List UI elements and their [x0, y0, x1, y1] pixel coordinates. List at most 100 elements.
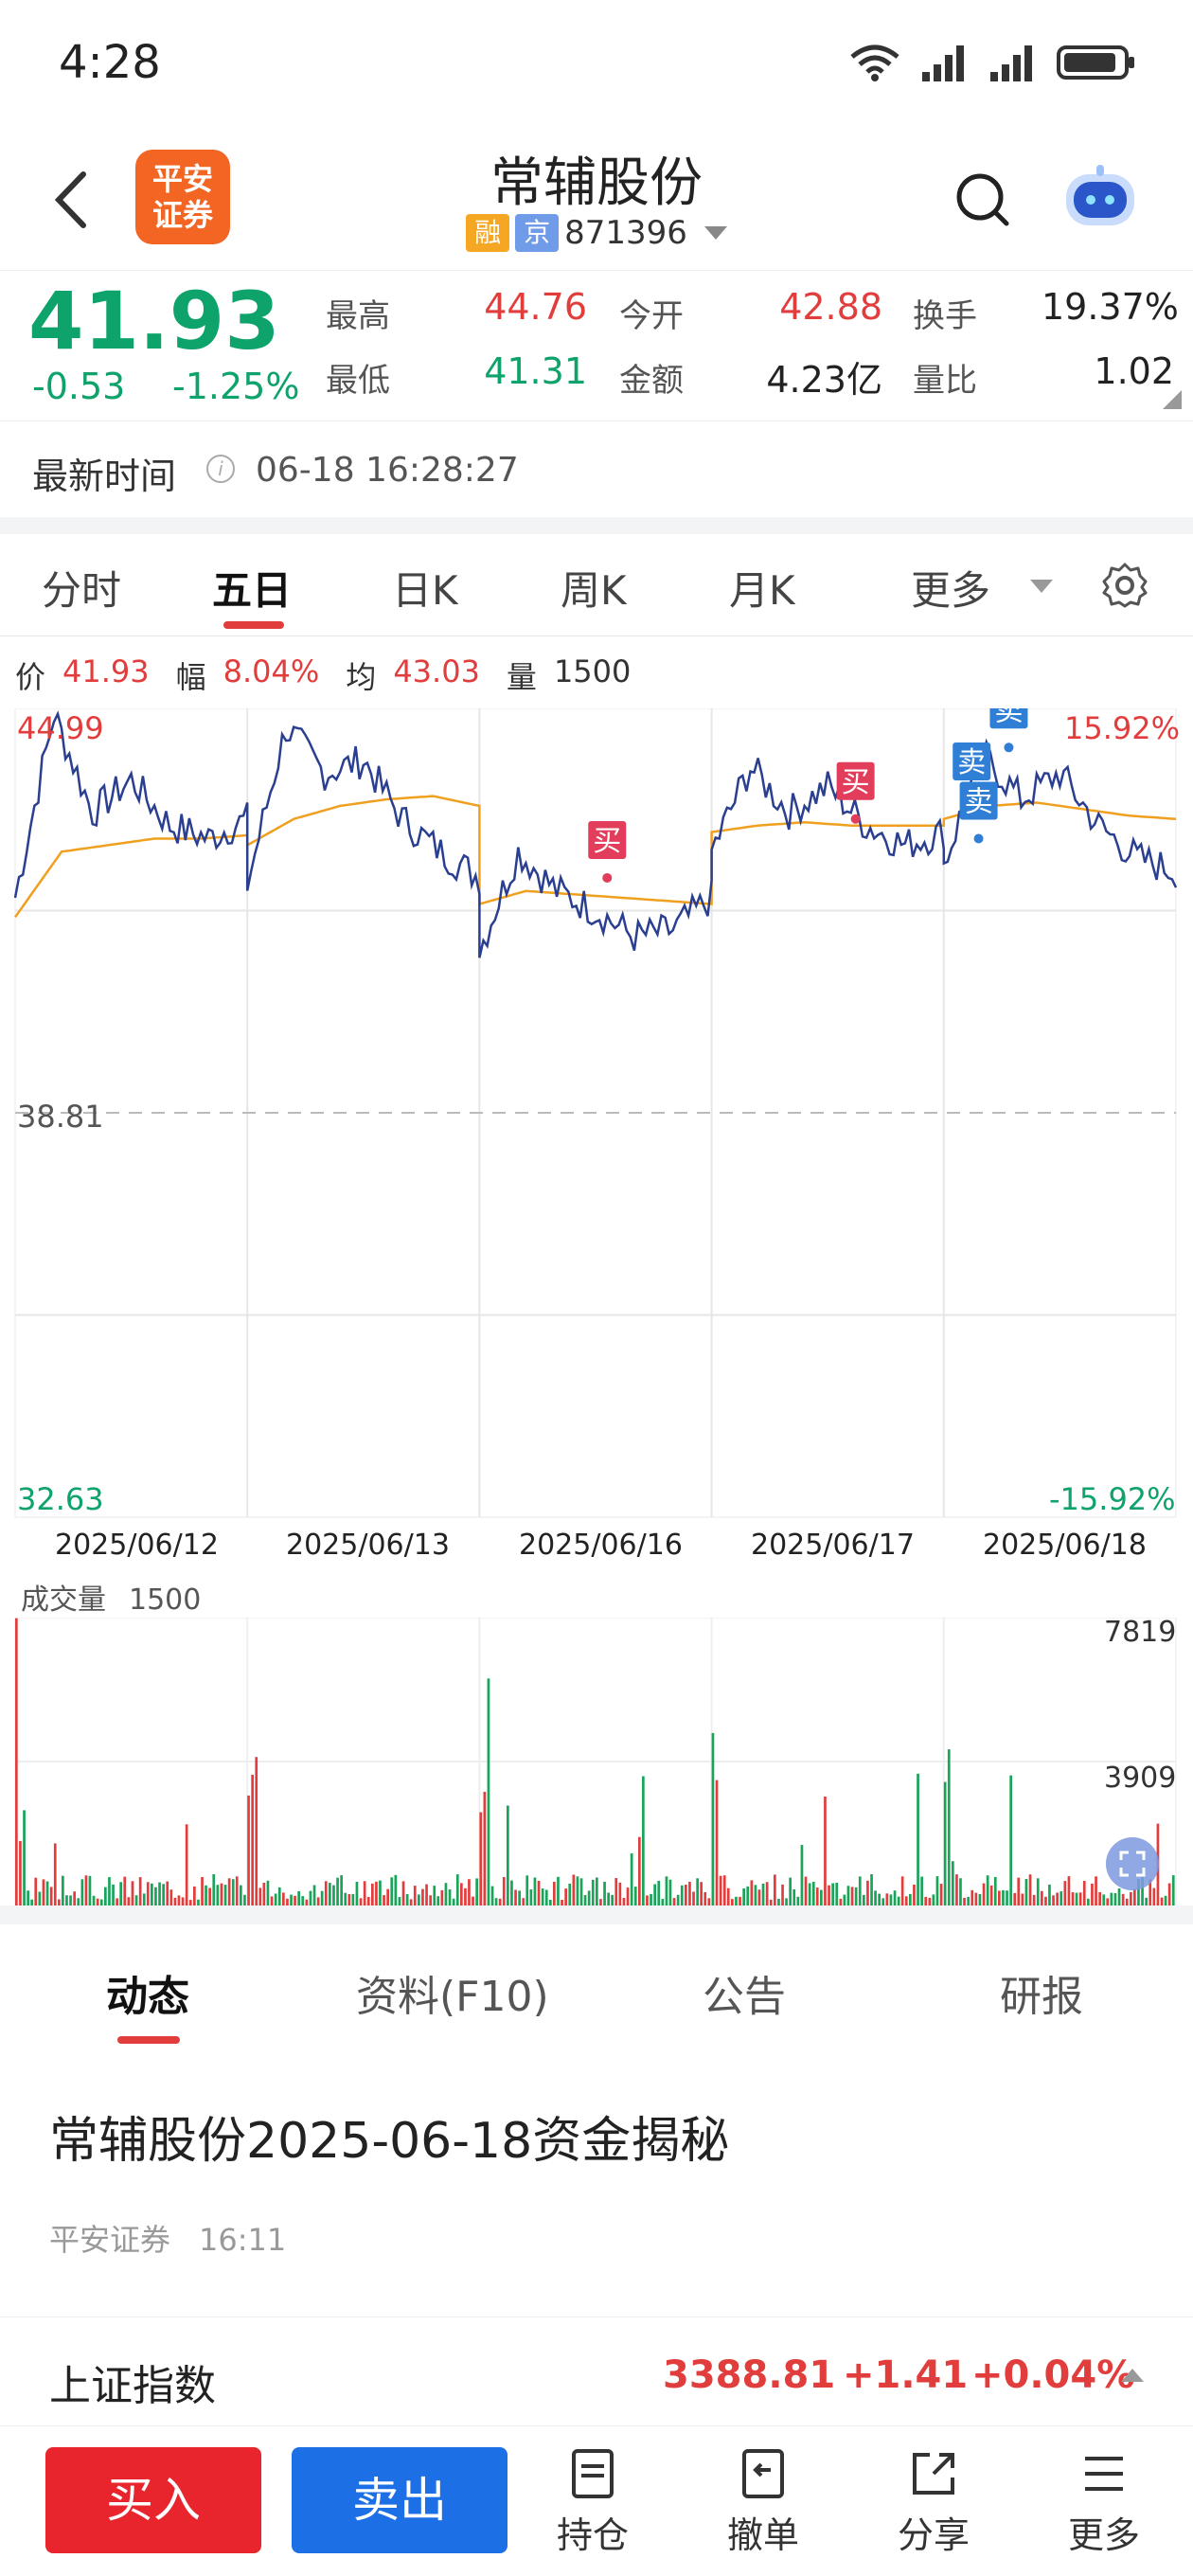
vol-ratio-label: 量比 — [913, 362, 977, 400]
volume-label: 成交量 — [21, 1583, 106, 1617]
volume-bar — [514, 1889, 517, 1905]
volume-bar — [1044, 1896, 1047, 1905]
volume-bar — [1002, 1889, 1005, 1905]
volume-bar — [900, 1876, 904, 1905]
tab-weekly-k[interactable]: 周K — [561, 567, 627, 614]
volume-bar — [870, 1874, 873, 1905]
sell-button[interactable]: 卖出 — [292, 2447, 507, 2553]
ai-assistant-icon[interactable] — [1059, 161, 1142, 233]
volume-bar — [262, 1883, 266, 1905]
volume-bar — [487, 1678, 490, 1905]
volume-bar — [676, 1894, 680, 1905]
legend-amp-label: 幅 — [175, 659, 206, 695]
info-icon[interactable]: i — [206, 455, 235, 483]
tab-five-day[interactable]: 五日 — [212, 567, 293, 614]
gear-icon[interactable] — [1102, 563, 1148, 608]
open-value: 42.88 — [779, 286, 882, 328]
volume-bar — [502, 1877, 506, 1905]
volume-bar — [866, 1880, 869, 1905]
cancel-order-button[interactable]: 撤单 — [706, 2447, 820, 2558]
fullscreen-icon[interactable] — [1106, 1837, 1159, 1890]
volume-bar — [831, 1883, 834, 1905]
expand-corner-icon[interactable] — [1163, 390, 1182, 409]
volume-bar — [781, 1884, 784, 1905]
volume-bar — [413, 1886, 417, 1905]
chart-tabs: 分时 五日 日K 周K 月K 更多 — [0, 534, 1193, 636]
volume-bar — [913, 1885, 916, 1905]
high-value: 44.76 — [484, 286, 587, 328]
volume-bar — [576, 1876, 579, 1905]
volume-bar — [340, 1875, 343, 1905]
volume-bar — [49, 1887, 53, 1905]
volume-bar — [386, 1888, 389, 1905]
volume-bar — [1071, 1892, 1075, 1905]
volume-bar — [23, 1810, 26, 1905]
share-label: 分享 — [897, 2514, 970, 2556]
volume-bar — [796, 1896, 800, 1905]
volume-bar — [1063, 1881, 1067, 1905]
volume-bar — [444, 1883, 448, 1905]
volume-bar — [208, 1887, 211, 1905]
low-label: 最低 — [326, 362, 390, 400]
volume-bar — [123, 1876, 127, 1905]
legend-amp: 8.04% — [223, 653, 320, 689]
tab-daily-k[interactable]: 日K — [392, 567, 458, 614]
volume-bar — [568, 1884, 572, 1905]
quote-panel: 41.93 -0.53 -1.25% 最高 44.76 最低 41.31 今开 … — [0, 270, 1193, 421]
volume-bar — [777, 1899, 780, 1905]
volume-chart[interactable] — [0, 1618, 1193, 1905]
chevron-up-icon[interactable] — [1121, 2369, 1144, 2382]
chevron-down-icon[interactable] — [703, 226, 727, 240]
volume-bar — [390, 1877, 394, 1905]
volume-bar — [154, 1887, 157, 1905]
volume-bar — [1098, 1892, 1101, 1905]
volume-bar — [220, 1883, 223, 1905]
tab-research[interactable]: 研报 — [1000, 1973, 1083, 2021]
volume-bar — [657, 1880, 661, 1905]
tab-intraday[interactable]: 分时 — [42, 567, 122, 614]
tab-monthly-k[interactable]: 月K — [729, 567, 795, 614]
volume-bar — [904, 1896, 908, 1905]
index-ticker[interactable]: 上证指数 3388.81 +1.41 +0.04% — [0, 2317, 1193, 2426]
marker-label: 买 — [842, 766, 870, 799]
tab-f10[interactable]: 资料(F10) — [356, 1973, 549, 2021]
volume-bar — [69, 1895, 72, 1905]
price-change-pct: -1.25% — [172, 366, 300, 407]
volume-bar — [959, 1878, 962, 1905]
wifi-icon — [850, 45, 899, 81]
volume-bar — [557, 1876, 560, 1905]
volume-bar — [409, 1899, 413, 1905]
volume-bar — [909, 1893, 912, 1905]
volume-bar — [394, 1874, 398, 1905]
volume-bar — [359, 1898, 363, 1905]
search-icon[interactable] — [952, 169, 1012, 229]
back-icon[interactable] — [45, 167, 102, 233]
volume-bar — [1017, 1877, 1021, 1905]
volume-bar — [742, 1888, 745, 1905]
volume-bar — [685, 1885, 687, 1905]
volume-bar — [58, 1899, 61, 1905]
more-label: 更多 — [1067, 2514, 1140, 2556]
hold-button[interactable]: 持仓 — [536, 2447, 650, 2558]
volume-bar — [553, 1882, 556, 1905]
share-icon — [913, 2453, 954, 2495]
volume-bar — [653, 1884, 656, 1905]
amount-value: 4.23亿 — [766, 359, 882, 401]
buy-button[interactable]: 买入 — [45, 2447, 261, 2553]
volume-bar — [483, 1791, 487, 1905]
volume-bar — [1095, 1876, 1097, 1905]
stock-code-row[interactable]: 融 京 871396 — [0, 214, 1193, 252]
volume-bar — [522, 1898, 525, 1905]
marker-dot — [973, 833, 984, 844]
chevron-down-icon[interactable] — [1030, 580, 1053, 593]
volume-bar — [846, 1886, 850, 1905]
tab-news[interactable]: 动态 — [106, 1973, 189, 2021]
volume-bar — [731, 1899, 734, 1905]
news-item-title[interactable]: 常辅股份2025-06-18资金揭秘 — [49, 2113, 730, 2170]
share-button[interactable]: 分享 — [877, 2447, 990, 2558]
tab-more[interactable]: 更多 — [911, 567, 991, 614]
more-button[interactable]: 更多 — [1047, 2447, 1161, 2558]
tab-announcements[interactable]: 公告 — [703, 1973, 786, 2021]
update-time: 06-18 16:28:27 — [256, 451, 519, 490]
